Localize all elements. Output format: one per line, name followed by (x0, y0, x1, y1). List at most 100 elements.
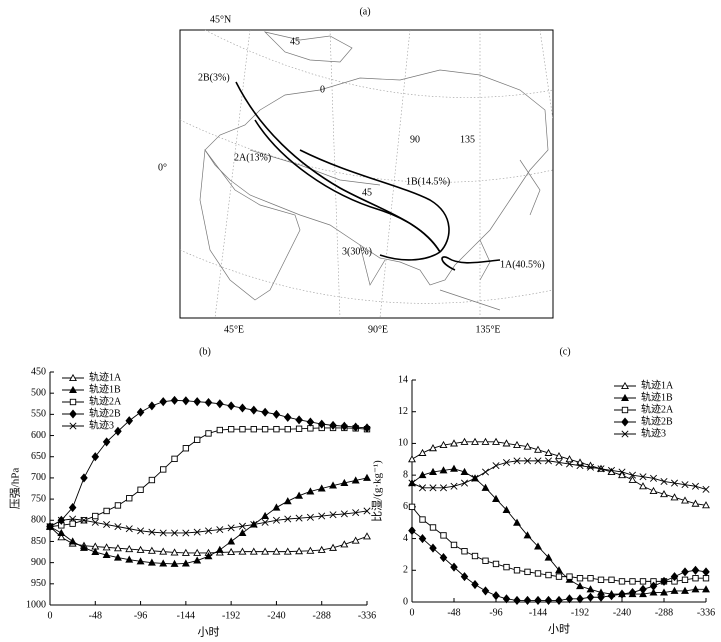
marker (460, 437, 469, 445)
marker (204, 527, 213, 535)
marker (194, 436, 201, 443)
marker (250, 426, 257, 433)
marker (450, 562, 458, 572)
marker (69, 398, 77, 406)
marker (450, 464, 458, 472)
x-tick-label: -96 (134, 610, 147, 621)
marker (79, 543, 88, 551)
marker (502, 505, 511, 514)
marker (147, 546, 156, 554)
marker (586, 585, 595, 593)
legend-label: 轨迹2B (641, 414, 673, 427)
marker (639, 482, 647, 490)
marker (295, 491, 304, 499)
marker (681, 481, 689, 489)
marker (317, 484, 326, 492)
marker (182, 445, 190, 452)
marker (555, 573, 563, 580)
marker (450, 482, 458, 490)
coastlines (199, 31, 549, 311)
marker (69, 422, 77, 430)
marker (114, 523, 122, 531)
y-tick-label: 6 (403, 501, 408, 512)
marker (238, 547, 247, 555)
marker (649, 474, 658, 482)
marker (181, 548, 190, 556)
marker (125, 416, 134, 426)
graticule (179, 29, 554, 319)
marker (545, 571, 552, 579)
marker (576, 575, 584, 582)
marker (670, 493, 679, 501)
marker (660, 588, 668, 596)
marker (103, 520, 111, 529)
marker (159, 547, 168, 555)
map-label: 1B(14.5%) (406, 176, 450, 187)
marker (340, 421, 349, 431)
marker (555, 595, 563, 605)
marker (261, 511, 270, 520)
marker (284, 426, 291, 433)
marker (182, 396, 190, 406)
marker (492, 437, 500, 445)
marker (69, 385, 77, 394)
legend-label: 轨迹3 (641, 426, 666, 439)
marker (702, 501, 710, 509)
marker (492, 560, 500, 568)
y-tick-label: 800 (31, 515, 46, 526)
marker (429, 444, 437, 452)
marker (91, 518, 99, 526)
marker (317, 419, 326, 429)
marker (471, 437, 479, 445)
marker (586, 463, 595, 471)
marker (284, 515, 292, 523)
marker (216, 426, 223, 434)
marker (576, 582, 584, 590)
marker (481, 437, 490, 445)
marker (80, 473, 88, 483)
marker (114, 502, 122, 509)
legend-label: 轨迹1A (641, 378, 674, 391)
marker (102, 550, 111, 559)
marker (363, 532, 371, 540)
marker (576, 462, 584, 470)
marker (429, 543, 437, 553)
marker (618, 589, 626, 599)
marker (691, 585, 700, 593)
map-label: 0° (158, 162, 167, 173)
marker (628, 475, 637, 483)
marker (113, 544, 122, 552)
legend-label: 轨迹3 (89, 418, 114, 431)
marker (306, 546, 315, 554)
marker (649, 581, 658, 591)
marker (660, 490, 668, 498)
marker (439, 466, 448, 474)
marker (272, 516, 280, 524)
marker (471, 580, 479, 590)
marker (318, 512, 326, 520)
marker (102, 437, 111, 447)
marker (69, 373, 77, 382)
marker (481, 586, 490, 596)
marker (136, 557, 145, 565)
marker (408, 526, 416, 536)
y-tick-label: 2 (403, 565, 408, 576)
marker (418, 484, 427, 492)
map-label: 135°E (475, 324, 500, 335)
marker (523, 457, 532, 465)
marker (261, 426, 269, 433)
y-tick-label: 12 (398, 406, 408, 417)
y-tick-label: 0 (403, 596, 408, 607)
y-tick-label: 10 (398, 438, 408, 449)
map-label: 1A(40.5%) (500, 259, 545, 270)
marker (216, 399, 224, 409)
marker (544, 595, 553, 605)
marker (193, 397, 201, 407)
marker (283, 412, 292, 422)
marker (261, 547, 270, 555)
marker (193, 556, 202, 564)
marker (295, 547, 304, 555)
marker (607, 591, 616, 601)
marker (204, 552, 213, 560)
